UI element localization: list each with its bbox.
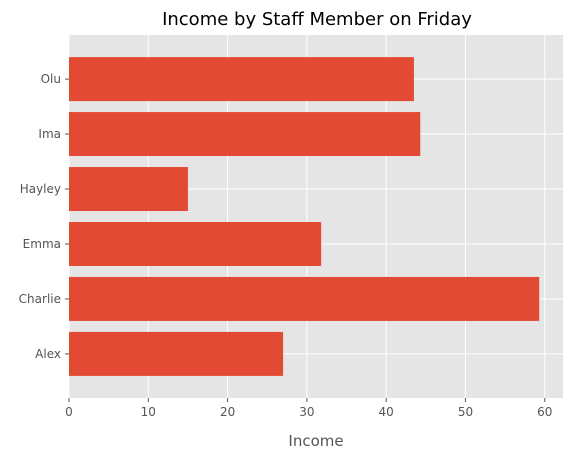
x-tick-label: 40 (379, 405, 394, 419)
bar-charlie (69, 276, 540, 321)
bar-alex (69, 331, 284, 376)
x-axis-label: Income (288, 432, 343, 450)
chart-title: Income by Staff Member on Friday (162, 9, 472, 30)
y-tick-label-hayley: Hayley (20, 182, 61, 196)
y-tick-label-ima: Ima (38, 127, 61, 141)
y-tick-label-alex: Alex (35, 347, 61, 361)
bar-olu (69, 57, 414, 102)
bar-ima (69, 112, 421, 157)
bar-hayley (69, 167, 188, 212)
y-tick-label-emma: Emma (23, 237, 61, 251)
x-tick-label: 20 (220, 405, 235, 419)
x-tick-label: 60 (537, 405, 552, 419)
y-axis: Alex Charlie Emma Hayley Ima Olu (19, 72, 69, 361)
bar-emma (69, 221, 322, 266)
x-tick-label: 0 (65, 405, 73, 419)
x-tick-label: 50 (458, 405, 473, 419)
y-tick-label-charlie: Charlie (19, 292, 61, 306)
x-tick-label: 30 (299, 405, 314, 419)
x-axis: 0 10 20 30 40 50 60 (65, 398, 552, 419)
bars (69, 57, 540, 376)
y-tick-label-olu: Olu (41, 72, 61, 86)
x-tick-label: 10 (141, 405, 156, 419)
